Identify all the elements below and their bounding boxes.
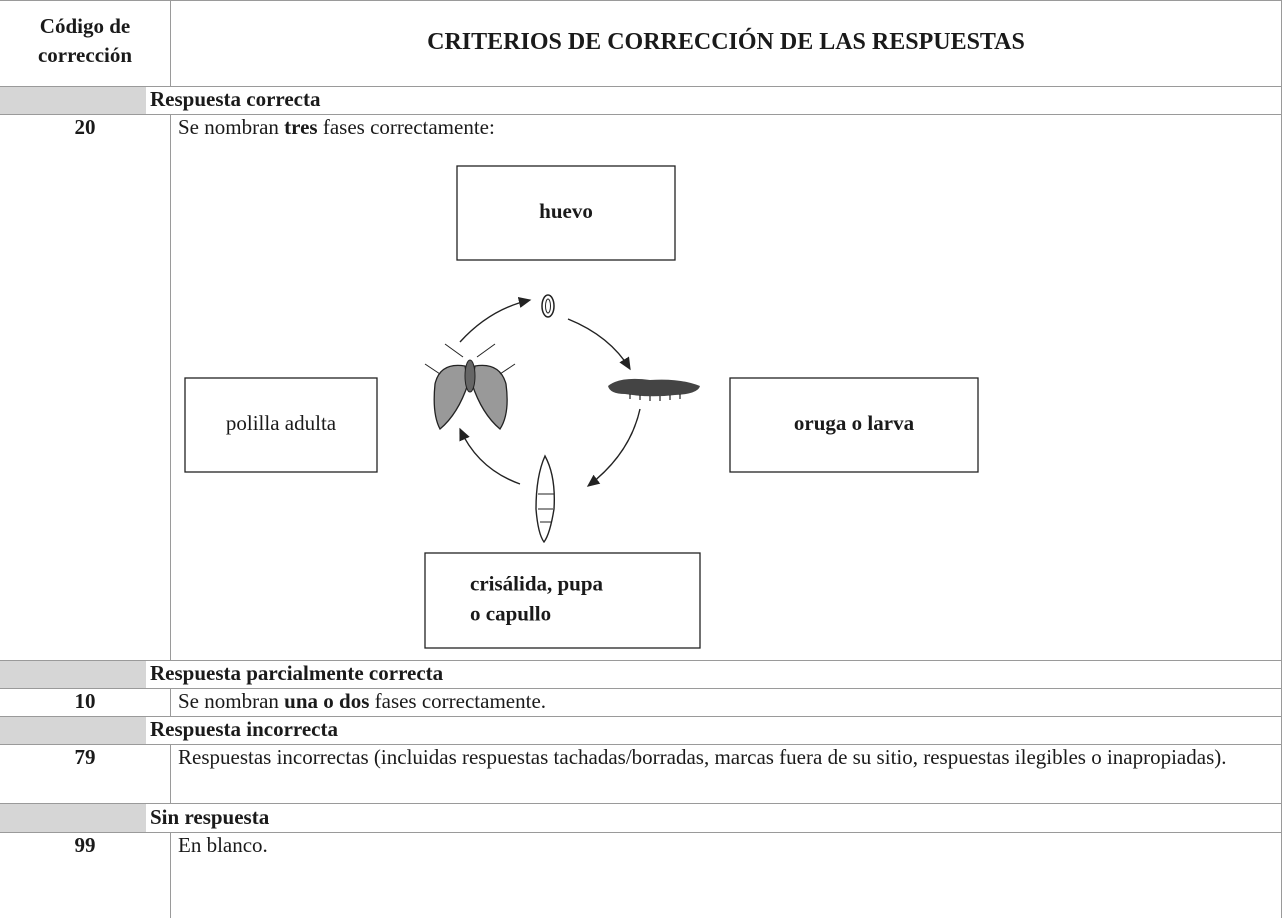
stage-box: [729, 377, 979, 473]
moth-icon: [424, 343, 516, 431]
table-title: CRITERIOS DE CORRECCIÓN DE LAS RESPUESTA…: [427, 29, 1025, 55]
text-run: En blanco.: [178, 833, 268, 857]
row-border: [0, 832, 1282, 833]
section-shade: [0, 804, 146, 832]
stage-label: huevo: [539, 199, 593, 223]
stage-box: [184, 377, 378, 473]
row-border: [0, 114, 1282, 115]
stage-box: [456, 165, 676, 261]
criterion-text: Respuestas incorrectas (incluidas respue…: [178, 743, 1268, 772]
caterpillar-icon: [608, 378, 700, 401]
criterion-text: Se nombran tres fases correctamente:: [178, 113, 1268, 142]
stage-label: polilla adulta: [226, 411, 337, 435]
code-header: corrección: [37, 43, 133, 67]
egg-icon: [541, 294, 555, 318]
section-heading: Sin respuesta: [150, 805, 270, 829]
row-border: [0, 744, 1282, 745]
section-shade: [0, 716, 146, 744]
pupa-icon: [535, 454, 555, 544]
row-border: [0, 803, 1282, 804]
cycle-arrows: [459, 296, 641, 487]
life-cycle-diagram: huevo oruga o larva crisálida, pupa o capul…: [184, 165, 979, 649]
section-shade: [0, 86, 146, 114]
section-heading: Respuesta correcta: [150, 87, 321, 111]
criterion-text: Se nombran una o dos fases correctamente…: [178, 687, 1268, 716]
row-border: [0, 716, 1282, 717]
column-border: [170, 688, 171, 716]
text-run: Respuestas incorrectas (incluidas respue…: [178, 745, 1227, 769]
stage-label: crisálida, pupa: [470, 571, 604, 595]
score-code: 99: [74, 833, 96, 857]
emphasis: tres: [284, 115, 318, 139]
code-header: Código de: [39, 14, 131, 38]
column-border: [170, 114, 171, 660]
row-border: [0, 0, 1282, 1]
text-run: Se nombran: [178, 689, 285, 713]
column-border: [170, 0, 171, 86]
column-border: [170, 832, 171, 918]
stage-box: [424, 552, 701, 649]
row-border: [0, 660, 1282, 661]
section-heading: Respuesta parcialmente correcta: [150, 661, 444, 685]
score-code: 20: [74, 115, 96, 139]
section-shade: [0, 660, 146, 688]
emphasis: una o dos: [284, 689, 370, 713]
text-run: Se nombran: [178, 115, 285, 139]
column-border: [170, 744, 171, 803]
row-border: [0, 688, 1282, 689]
text-run: fases correctamente:: [317, 115, 495, 139]
section-heading: Respuesta incorrecta: [150, 717, 338, 741]
score-code: 79: [74, 745, 96, 769]
score-code: 10: [74, 689, 96, 713]
row-border: [0, 86, 1282, 87]
criterion-text: En blanco.: [178, 831, 1268, 860]
stage-label: o capullo: [470, 601, 551, 625]
stage-label: oruga o larva: [794, 411, 915, 435]
text-run: fases correctamente.: [369, 689, 547, 713]
